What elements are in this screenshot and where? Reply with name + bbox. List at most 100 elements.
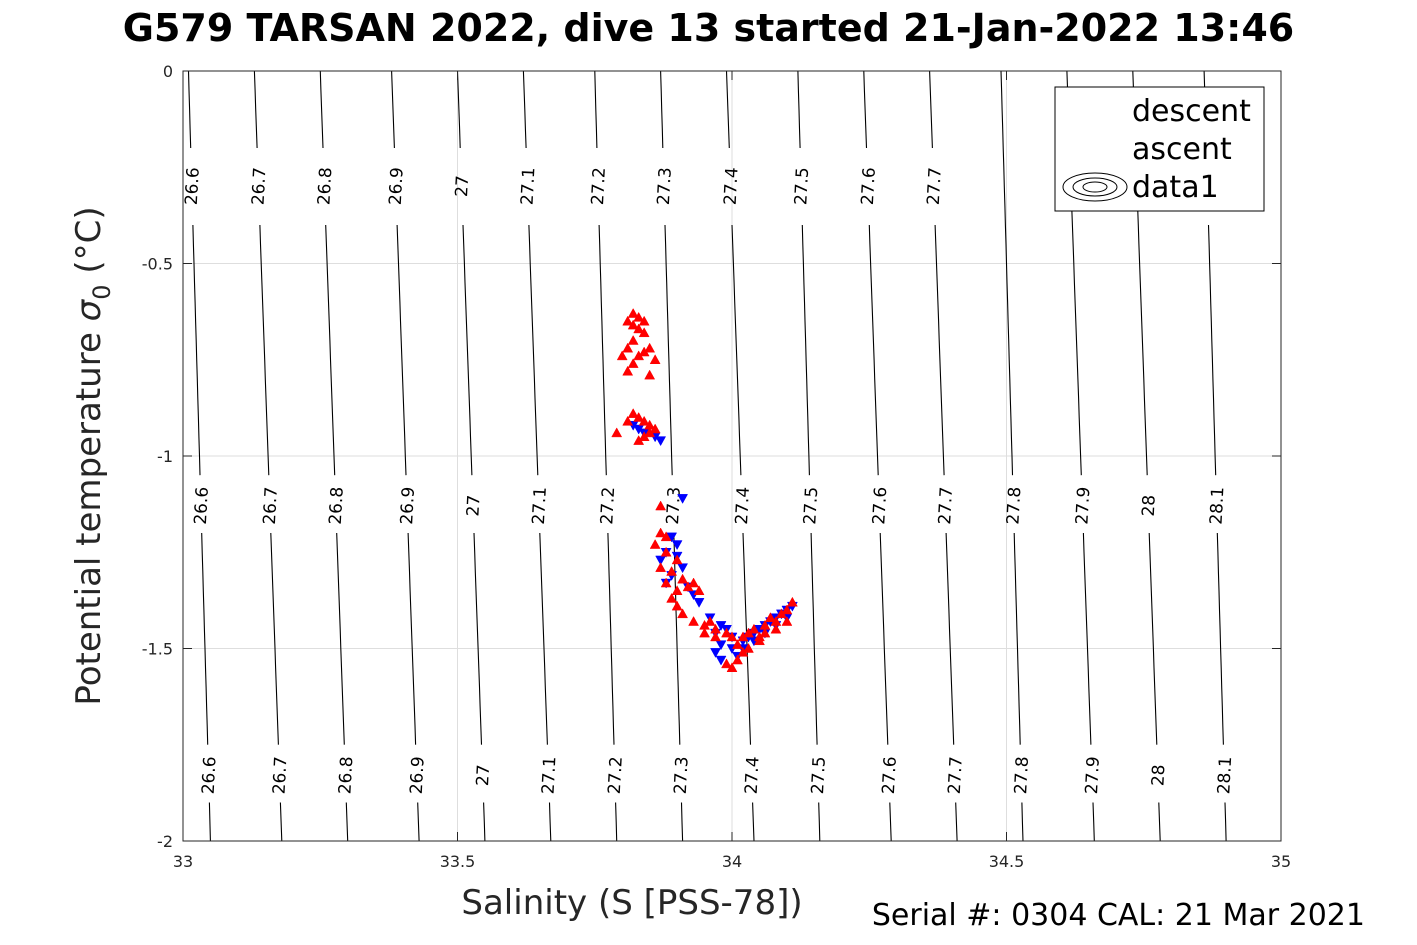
- ascent-point: [726, 631, 738, 642]
- contour-label: 26.7: [249, 167, 271, 206]
- contour-label: 27: [452, 175, 473, 198]
- descent-point: [677, 563, 689, 574]
- contour-label: 26.8: [335, 756, 357, 795]
- contour-label: 27.1: [529, 486, 551, 525]
- ascent-point: [627, 358, 639, 368]
- contour-line: [945, 532, 955, 745]
- contour-label: 27: [463, 494, 484, 517]
- contour-line: [1224, 802, 1227, 842]
- contour-label: 27.4: [721, 167, 743, 206]
- y-tick-label: -0.5: [142, 255, 173, 274]
- contour-line: [594, 70, 598, 149]
- ascent-point: [644, 369, 656, 380]
- contour-label: 27.5: [808, 756, 830, 795]
- contour-line: [539, 532, 548, 745]
- legend-entry: ascent: [1132, 132, 1232, 167]
- ascent-point: [633, 435, 645, 445]
- contour-label: 27.7: [935, 486, 957, 525]
- ascent-point: [627, 308, 639, 318]
- x-tick-label: 33: [173, 852, 193, 871]
- contour-line: [725, 70, 730, 149]
- serial-cal-note: Serial #: 0304 CAL: 21 Mar 2021: [871, 898, 1365, 933]
- contour-line: [522, 70, 527, 149]
- contour-line: [396, 224, 407, 476]
- ascent-point: [781, 616, 793, 626]
- data-points: [611, 104, 1101, 672]
- descent-point: [655, 436, 667, 447]
- ascent-point: [743, 627, 754, 638]
- y-tick-label: -1.5: [142, 640, 173, 659]
- contour-line: [801, 224, 810, 476]
- contour-line: [863, 70, 868, 149]
- contour-label: 28: [1139, 494, 1160, 517]
- ascent-point: [726, 662, 738, 672]
- ascent-point: [622, 342, 634, 353]
- contour-label: 27.7: [945, 756, 967, 795]
- contour-label: 26.6: [182, 167, 204, 206]
- contour-line: [673, 532, 681, 745]
- y-axis-label: Potential temperature σ0 (°C): [69, 206, 116, 705]
- ascent-point: [721, 627, 732, 638]
- descent-point: [710, 648, 721, 658]
- legend-box: [1054, 86, 1265, 212]
- x-axis-label: Salinity (S [PSS-78]): [461, 883, 802, 923]
- contour-label: 27.6: [879, 756, 901, 795]
- x-tick-label: 34.5: [989, 852, 1025, 871]
- ascent-point: [732, 654, 743, 665]
- ascent-point: [649, 354, 661, 364]
- y-tick-label: -2: [157, 832, 173, 851]
- ascent-point: [688, 616, 699, 626]
- ascent-point: [710, 631, 721, 642]
- descent-point: [715, 655, 727, 666]
- contour-line: [473, 532, 483, 745]
- contour-label: 27.2: [605, 756, 627, 795]
- contour-label: 26.9: [407, 756, 429, 795]
- contour-label: 28.1: [1207, 486, 1229, 525]
- descent-point: [693, 598, 705, 608]
- contour-label: 28: [1148, 764, 1169, 787]
- ascent-point: [638, 415, 650, 426]
- contour-line: [1148, 532, 1158, 745]
- ascent-point: [671, 554, 683, 565]
- contour-line: [253, 70, 258, 149]
- contour-label: 27.1: [539, 756, 561, 795]
- contour-line: [1021, 802, 1024, 842]
- ascent-point: [644, 342, 656, 353]
- descent-point: [715, 640, 727, 651]
- ascent-point: [671, 585, 683, 595]
- contour-label: 26.6: [199, 756, 221, 795]
- contour-line: [483, 802, 486, 842]
- ascent-point: [677, 608, 689, 619]
- contour-line: [187, 70, 192, 149]
- contour-line: [417, 802, 420, 842]
- ascent-point: [666, 592, 678, 603]
- contour-label: 27.3: [654, 167, 676, 206]
- ascent-point: [699, 627, 710, 638]
- legend-marker-contour: [1072, 177, 1118, 197]
- ascent-point: [677, 573, 689, 584]
- contour-line: [1158, 802, 1161, 842]
- ascent-point: [732, 639, 743, 649]
- ascent-point: [622, 415, 634, 426]
- legend-entry: descent: [1132, 94, 1251, 129]
- ascent-point: [660, 577, 672, 588]
- ascent-point: [622, 365, 634, 376]
- contour-line: [325, 224, 336, 476]
- contour-line: [660, 70, 664, 149]
- contour-line: [528, 224, 539, 476]
- contour-label: 27.5: [791, 167, 813, 206]
- ascent-point: [644, 427, 656, 438]
- contour-label: 26.7: [260, 486, 282, 525]
- contour-label: 27.9: [1072, 486, 1094, 525]
- contour-line: [664, 224, 673, 476]
- ascent-point: [666, 565, 678, 576]
- y-tick-label: -1: [157, 447, 173, 466]
- contour-line: [345, 802, 349, 842]
- contour-line: [1207, 224, 1217, 476]
- contour-line: [1092, 802, 1095, 842]
- contour-label: 26.8: [326, 486, 348, 525]
- contour-line: [201, 532, 209, 745]
- ascent-point: [688, 577, 699, 588]
